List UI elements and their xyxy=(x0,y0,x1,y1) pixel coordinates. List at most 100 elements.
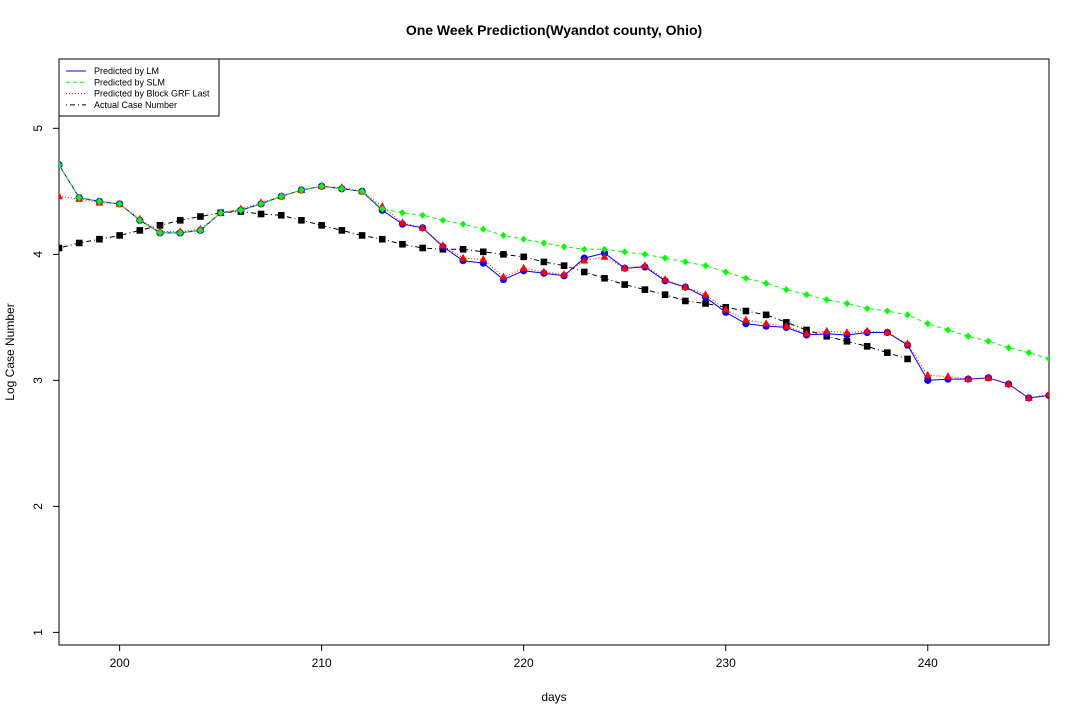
data-point xyxy=(661,275,670,283)
y-axis: 1 2 3 4 5 xyxy=(31,125,59,636)
x-axis: 200 210 220 230 240 xyxy=(110,645,938,670)
data-point xyxy=(944,326,952,334)
data-point xyxy=(641,261,649,269)
data-point xyxy=(581,245,588,253)
y-tick-label: 1 xyxy=(31,629,45,636)
data-point xyxy=(298,186,305,194)
data-point xyxy=(904,355,911,363)
data-point xyxy=(641,250,649,258)
data-point xyxy=(257,200,265,208)
x-tick-label: 200 xyxy=(110,656,130,670)
data-point xyxy=(661,254,669,262)
legend-box xyxy=(58,58,220,117)
data-point xyxy=(702,300,709,307)
data-point xyxy=(802,329,811,337)
series-line xyxy=(59,164,1049,360)
data-point xyxy=(480,225,487,233)
data-point xyxy=(418,223,427,231)
y-tick-label: 5 xyxy=(31,125,45,132)
data-point xyxy=(600,252,609,260)
data-point xyxy=(762,311,770,319)
data-point xyxy=(581,268,588,276)
data-point xyxy=(217,209,224,217)
data-point xyxy=(843,328,851,336)
data-point xyxy=(884,307,891,315)
series-line xyxy=(59,185,1049,399)
data-point xyxy=(1045,355,1049,363)
data-point xyxy=(500,251,507,258)
data-point xyxy=(419,244,426,252)
data-point xyxy=(75,239,83,247)
data-point xyxy=(762,319,771,327)
data-point xyxy=(59,191,63,200)
series-predicted-by-block-grf-last xyxy=(59,181,1049,401)
data-point xyxy=(1005,343,1012,352)
data-point xyxy=(479,254,488,263)
x-tick-label: 240 xyxy=(918,656,938,670)
data-point xyxy=(863,343,871,350)
data-point xyxy=(197,226,204,234)
data-point xyxy=(580,256,589,264)
series-line xyxy=(59,164,1049,399)
data-point xyxy=(399,240,406,248)
legend-entry: Predicted by LM xyxy=(94,66,159,76)
data-point xyxy=(156,222,164,229)
y-tick-label: 4 xyxy=(31,251,45,258)
data-point xyxy=(96,235,103,243)
data-point xyxy=(419,211,426,219)
data-point xyxy=(96,197,103,206)
data-point xyxy=(782,321,791,330)
data-point xyxy=(438,241,447,249)
data-point xyxy=(904,311,911,319)
data-point xyxy=(621,281,629,288)
legend-entry: Predicted by SLM xyxy=(94,77,165,87)
data-point xyxy=(783,286,790,294)
y-tick-label: 2 xyxy=(31,503,45,510)
data-point xyxy=(156,229,164,237)
data-point xyxy=(358,187,366,195)
data-point xyxy=(742,315,750,323)
data-point xyxy=(338,227,346,234)
data-point xyxy=(136,216,144,224)
data-point xyxy=(1045,389,1049,398)
data-point xyxy=(742,307,750,315)
data-point xyxy=(883,328,892,336)
data-point xyxy=(601,274,608,282)
data-point xyxy=(379,205,386,213)
data-point xyxy=(1025,349,1032,357)
data-point xyxy=(318,182,325,190)
data-point xyxy=(641,286,649,293)
data-point xyxy=(742,274,750,282)
data-point xyxy=(682,258,689,266)
data-point xyxy=(399,209,406,217)
data-point xyxy=(358,232,366,239)
data-point xyxy=(519,263,528,272)
data-point xyxy=(843,299,851,308)
data-point xyxy=(459,253,467,262)
x-axis-label: days xyxy=(541,690,566,704)
data-point xyxy=(237,206,245,214)
data-point xyxy=(620,263,629,272)
data-point xyxy=(903,339,912,347)
data-point xyxy=(76,194,83,202)
data-point xyxy=(479,248,487,256)
data-point xyxy=(682,297,689,305)
data-point xyxy=(177,229,184,237)
data-point xyxy=(863,326,872,335)
data-point xyxy=(721,305,730,313)
series-line xyxy=(59,210,908,360)
series-predicted-by-slm xyxy=(59,161,1049,363)
data-point xyxy=(661,291,669,298)
data-point xyxy=(863,304,871,313)
series-layer xyxy=(59,161,1049,402)
x-tick-label: 220 xyxy=(514,656,534,670)
data-point xyxy=(298,217,305,224)
data-point xyxy=(822,326,831,335)
data-point xyxy=(499,272,508,280)
data-point xyxy=(459,220,467,228)
data-point xyxy=(702,262,709,270)
data-point xyxy=(459,245,467,253)
data-point xyxy=(843,337,851,345)
